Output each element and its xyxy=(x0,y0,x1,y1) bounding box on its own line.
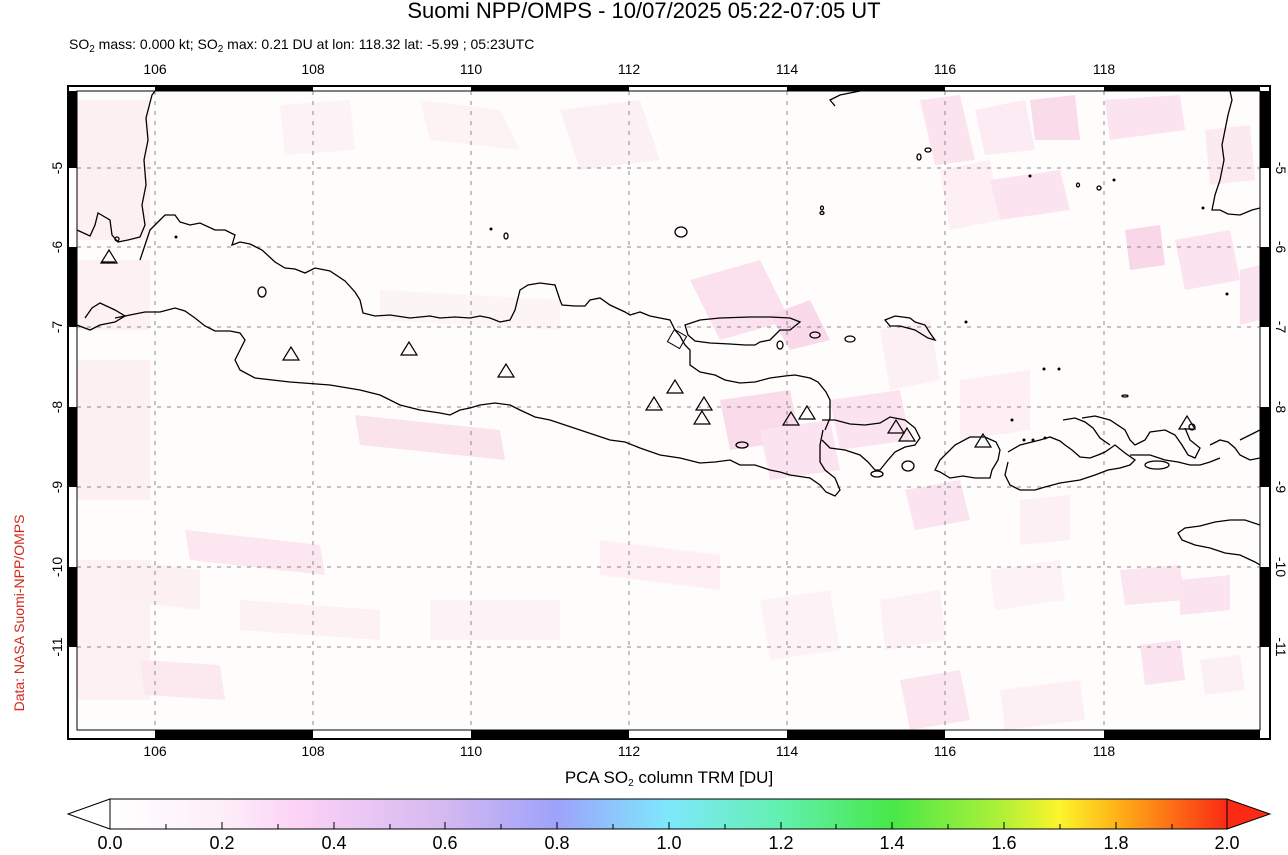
colorbar-tick: 0.0 xyxy=(97,833,123,853)
so2-subscript: 2 xyxy=(89,44,95,55)
map-frame xyxy=(67,85,1271,740)
volcano-markers xyxy=(99,248,1197,448)
colorbar-tick: 0.4 xyxy=(321,833,347,853)
tiny-islets xyxy=(174,174,1229,442)
lon-label-bottom: 118 xyxy=(1092,743,1116,759)
colorbar-tick: 0.6 xyxy=(432,833,458,853)
lon-label-top: 116 xyxy=(933,61,957,77)
lon-label-top: 118 xyxy=(1092,61,1116,77)
colorbar-title: PCA SO2 column TRM [DU] xyxy=(0,768,1288,789)
lon-label-bottom: 114 xyxy=(775,743,799,759)
colorbar-tick: 1.0 xyxy=(656,833,682,853)
so2-pixels xyxy=(77,95,1260,730)
lon-label-top: 108 xyxy=(301,61,325,77)
coastlines xyxy=(77,91,1260,566)
colorbar-title-text: PCA SO xyxy=(564,768,629,787)
so2-subscript: 2 xyxy=(217,44,224,55)
so2-summary: SO2 mass: 0.000 kt; SO2 max: 0.21 DU at … xyxy=(69,36,534,55)
lon-label-bottom: 108 xyxy=(301,743,325,759)
colorbar xyxy=(66,798,1272,830)
lon-label-bottom: 106 xyxy=(143,743,167,759)
map-title: Suomi NPP/OMPS - 10/07/2025 05:22-07:05 … xyxy=(407,0,881,23)
colorbar-tick: 0.2 xyxy=(209,833,235,853)
lon-label-bottom: 110 xyxy=(459,743,483,759)
colorbar-tick: 1.6 xyxy=(991,833,1017,853)
colorbar-min-arrow xyxy=(66,798,111,830)
so2-mass-text: mass: 0.000 kt; SO xyxy=(94,36,218,52)
colorbar-title-subscript: 2 xyxy=(628,778,634,789)
colorbar-tick: 2.0 xyxy=(1214,833,1240,853)
colorbar-tick: 1.8 xyxy=(1103,833,1129,853)
colorbar-title-unit: column TRM [DU] xyxy=(633,768,774,787)
lon-label-bottom: 112 xyxy=(617,743,641,759)
lon-label-top: 112 xyxy=(617,61,641,77)
map-background xyxy=(77,91,1260,730)
colorbar-tick: 1.2 xyxy=(768,833,794,853)
so2-text: SO xyxy=(69,36,90,52)
so2-max-text: max: 0.21 DU at lon: 118.32 lat: -5.99 ;… xyxy=(223,36,535,52)
lon-label-top: 106 xyxy=(143,61,167,77)
lon-label-top: 114 xyxy=(775,61,799,77)
colorbar-tick: 0.8 xyxy=(544,833,570,853)
lon-label-bottom: 116 xyxy=(933,743,957,759)
lon-label-top: 110 xyxy=(459,61,483,77)
graticule xyxy=(77,91,1260,730)
colorbar-max-arrow xyxy=(1226,798,1272,830)
colorbar-tick: 1.4 xyxy=(879,833,905,853)
